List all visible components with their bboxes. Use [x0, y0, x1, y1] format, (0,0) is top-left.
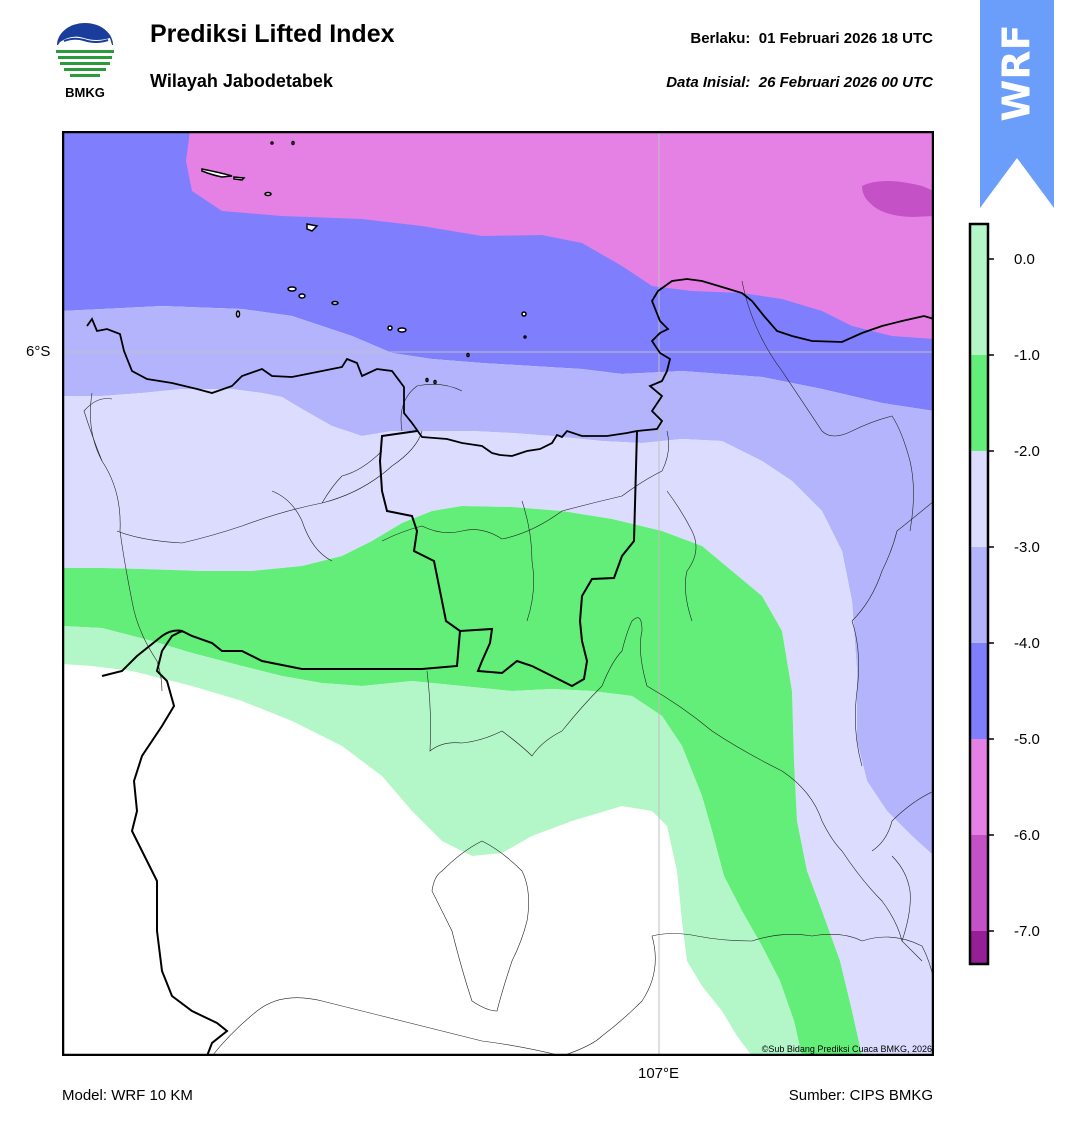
band-minus2-minus3 — [62, 389, 934, 1056]
colorbar-band — [970, 643, 988, 739]
colorbar-tick-label: -5.0 — [1014, 731, 1040, 748]
init-time: Data Inisial: 26 Februari 2026 00 UTC — [666, 74, 933, 91]
colorbar-bands — [970, 224, 988, 964]
colorbar-tick-label: -7.0 — [1014, 923, 1040, 940]
page-title: Prediksi Lifted Index — [150, 20, 395, 48]
band-minus3-minus4 — [62, 306, 934, 856]
colorbar-tick-label: -6.0 — [1014, 827, 1040, 844]
colorbar-band — [970, 931, 988, 964]
wrf-badge — [980, 0, 1054, 208]
init-label: Data Inisial: — [666, 74, 751, 91]
band-minus1-minus2 — [62, 506, 862, 1056]
model-label: Model: WRF 10 KM — [62, 1087, 193, 1104]
colorbar-tick-label: -3.0 — [1014, 539, 1040, 556]
source-label: Sumber: CIPS BMKG — [788, 1087, 933, 1104]
valid-value: 01 Februari 2026 18 UTC — [758, 30, 933, 47]
copyright-text: ©Sub Bidang Prediksi Cuaca BMKG, 2026 — [761, 1044, 932, 1054]
colorbar-band — [970, 547, 988, 643]
colorbar-band — [970, 355, 988, 451]
longitude-label: 107°E — [638, 1065, 680, 1082]
colorbar-band — [970, 739, 988, 835]
colorbar-tick-label: -4.0 — [1014, 635, 1040, 652]
colorbar-tick-label: -1.0 — [1014, 347, 1040, 364]
bmkg-logo-icon — [56, 23, 114, 77]
band-0-minus1 — [62, 626, 802, 1056]
init-value: 26 Februari 2026 00 UTC — [758, 74, 933, 91]
province-borders — [101, 430, 638, 1056]
valid-time: Berlaku: 01 Februari 2026 18 UTC — [690, 30, 933, 47]
colorbar-tick-label: -2.0 — [1014, 443, 1040, 460]
latitude-label: 6°S — [26, 343, 51, 360]
colorbar-frame — [968, 222, 990, 966]
logo-text: BMKG — [65, 85, 105, 100]
colorbar-tick-label: 0.0 — [1014, 251, 1035, 268]
colorbar-band — [970, 224, 988, 259]
wrf-badge-label: WRF — [980, 18, 1054, 128]
coastline — [86, 278, 934, 457]
colorbar: 0.0 -1.0 -2.0 -3.0 -4.0 -5.0 -6.0 -7.0 — [968, 222, 1040, 966]
band-minus5-minus6 — [186, 131, 934, 339]
admin-borders — [83, 280, 934, 1056]
islands — [201, 140, 527, 385]
wrf-text: WRF — [995, 24, 1040, 122]
map-frame — [62, 131, 934, 1056]
page-subtitle: Wilayah Jabodetabek — [150, 71, 333, 91]
valid-label: Berlaku: — [690, 30, 751, 47]
colorbar-band — [970, 259, 988, 355]
colorbar-band — [970, 451, 988, 547]
colorbar-ticks: 0.0 -1.0 -2.0 -3.0 -4.0 -5.0 -6.0 -7.0 — [988, 251, 1040, 940]
colorbar-band — [970, 835, 988, 931]
band-minus6-minus7 — [862, 181, 934, 217]
lifted-index-map — [62, 131, 934, 1056]
